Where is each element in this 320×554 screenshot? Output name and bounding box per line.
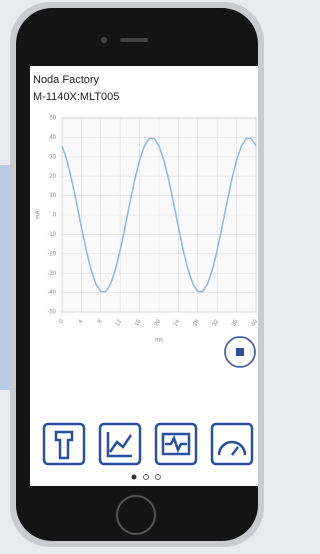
camera xyxy=(101,37,107,43)
chart-title: Noda Factory xyxy=(33,74,100,86)
y-tick-label: -10 xyxy=(47,232,56,238)
y-tick-label: -30 xyxy=(47,271,56,277)
stop-icon xyxy=(236,348,244,356)
y-tick-label: -50 xyxy=(47,310,56,316)
page-dot[interactable] xyxy=(132,475,137,480)
x-axis-label: ms xyxy=(155,338,163,344)
chart-subtitle: M-1140X:MLT005 xyxy=(33,91,119,103)
screenshot: Noda Factory M-1140X:MLT005 50403020100-… xyxy=(0,0,272,549)
y-tick-label: 20 xyxy=(49,174,56,180)
y-tick-label: 30 xyxy=(49,154,56,160)
y-axis-label: mA xyxy=(36,211,42,220)
home-button[interactable] xyxy=(117,496,155,534)
y-tick-label: -20 xyxy=(47,251,56,257)
speaker xyxy=(120,38,148,42)
y-tick-label: 50 xyxy=(49,116,56,122)
y-tick-label: -40 xyxy=(47,290,56,296)
y-tick-label: 40 xyxy=(49,135,56,141)
gauge-button[interactable] xyxy=(212,424,252,464)
y-tick-label: 10 xyxy=(49,193,56,199)
